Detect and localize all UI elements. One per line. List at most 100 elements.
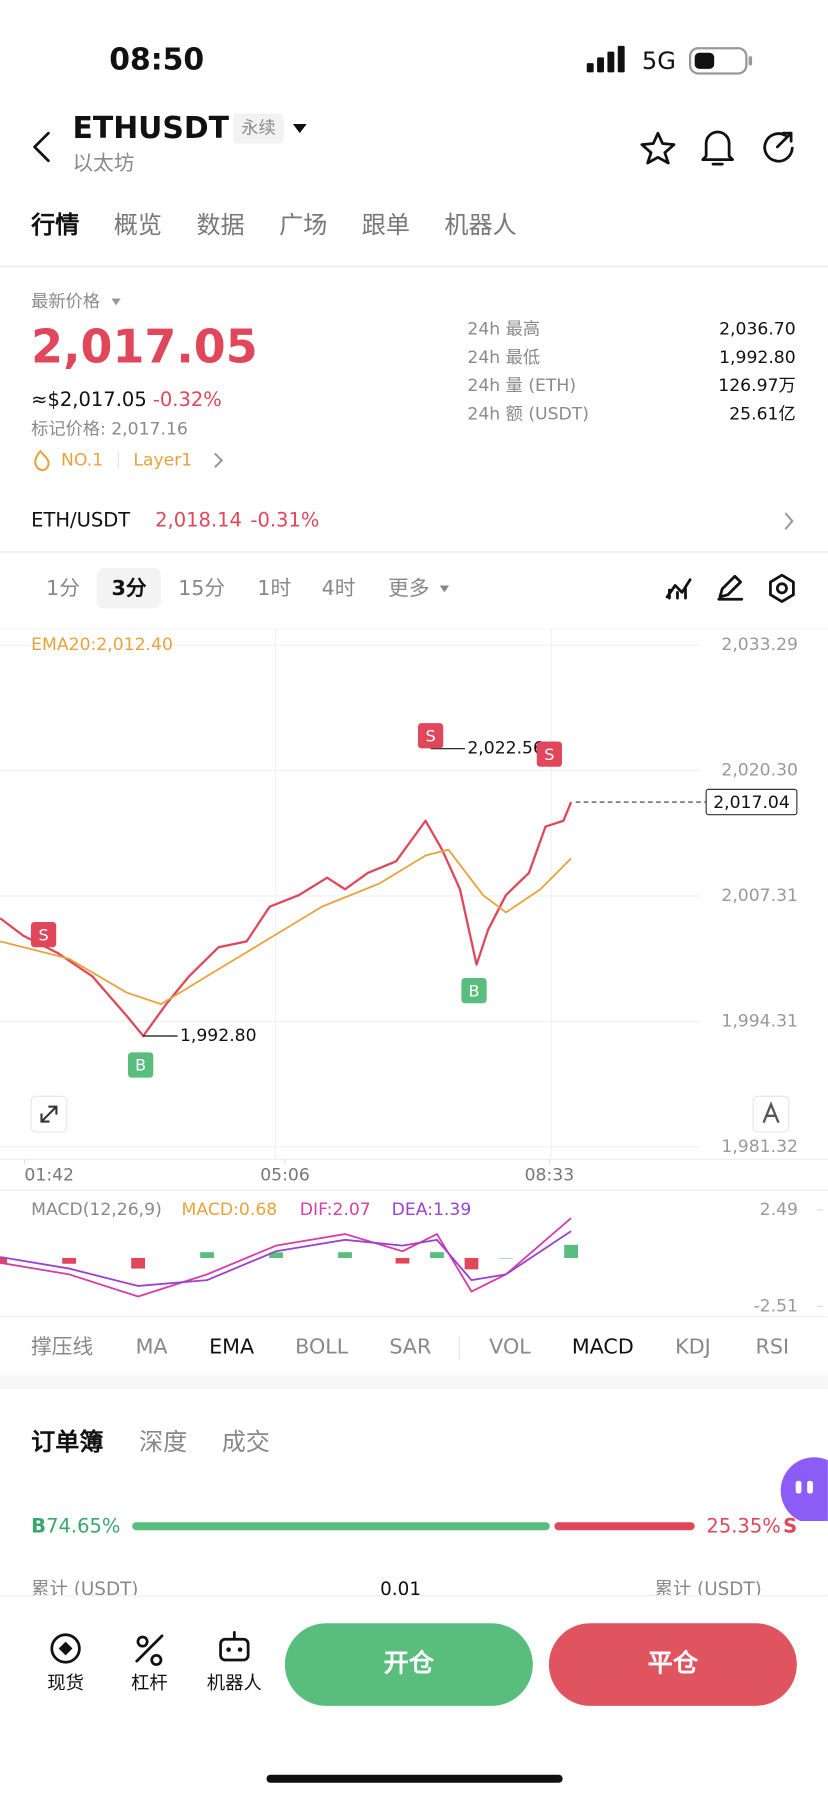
spot-icon[interactable] (50, 1633, 81, 1664)
macd-chart: 2.49 -2.51 (0, 1200, 824, 1316)
interval[interactable]: 3分 (112, 576, 147, 600)
indicator-tab[interactable]: SAR (389, 1335, 431, 1359)
buy-bar (132, 1522, 550, 1531)
tag-bg (233, 113, 284, 144)
column-header: 累计 (USDT) (31, 1579, 138, 1600)
open-button[interactable] (284, 1623, 533, 1706)
close-label[interactable]: 平仓 (648, 1649, 699, 1678)
auto-scale-button[interactable] (752, 1095, 790, 1133)
margin-icon[interactable] (135, 1634, 164, 1666)
tab[interactable]: 概览 (114, 211, 162, 239)
indicator-tab[interactable]: BOLL (295, 1335, 349, 1359)
spot-change: -0.31% (250, 509, 319, 532)
y-tick-label: 2,033.29 (721, 635, 798, 655)
price-dropdown[interactable] (111, 298, 121, 306)
macd-bar (269, 1252, 283, 1258)
settings-button[interactable] (769, 573, 795, 603)
annotation-label: 1,992.80 (180, 1026, 257, 1046)
chevron[interactable] (784, 512, 794, 530)
indicator-button[interactable] (665, 578, 692, 600)
x-tick-label: 01:42 (24, 1166, 74, 1186)
symbol-dropdown[interactable] (292, 123, 307, 134)
section-gap (0, 1375, 828, 1390)
symbol: ETHUSDT (72, 111, 229, 146)
open-label[interactable]: 开仓 (384, 1649, 435, 1678)
spot-price: 2,018.14 (155, 509, 242, 532)
precision[interactable]: 0.01 (380, 1579, 421, 1600)
spot-pair[interactable]: ETH/USDT (31, 509, 130, 532)
price-line (0, 801, 573, 1038)
favorite-button[interactable] (640, 131, 676, 165)
macd-tick-label: 2.49 (760, 1200, 798, 1220)
orderbook-tab[interactable]: 成交 (222, 1428, 270, 1456)
signal-label: S (38, 925, 48, 944)
indicator-tab[interactable]: VOL (489, 1335, 531, 1359)
last-price: 2,017.05 (31, 320, 258, 374)
bot-icon[interactable] (219, 1631, 250, 1662)
nav-label[interactable]: 现货 (47, 1673, 84, 1694)
stat-value: 126.97万 (718, 376, 795, 396)
macd-bar (62, 1257, 77, 1264)
macd-bar (131, 1257, 145, 1269)
fullscreen-button[interactable] (30, 1095, 68, 1133)
macd-params: MACD(12,26,9) (31, 1200, 162, 1220)
y-tick-label: 2,007.31 (721, 886, 798, 906)
usd-price: ≈$2,017.05 (31, 388, 147, 411)
indicator-tab[interactable]: KDJ (675, 1335, 711, 1359)
indicator-tab[interactable]: MACD (572, 1335, 634, 1359)
status-time: 08:50 (109, 42, 204, 77)
interval[interactable]: 更多 (388, 576, 429, 600)
interval[interactable]: 4时 (322, 576, 356, 600)
indicator-tab[interactable]: RSI (756, 1335, 790, 1359)
x-tick-label: 08:33 (525, 1166, 575, 1186)
y-tick-label: 1,981.32 (721, 1137, 798, 1157)
indicator-tab[interactable]: 撑压线 (31, 1335, 93, 1359)
stat-value: 1,992.80 (719, 348, 796, 368)
tab[interactable]: 行情 (30, 211, 79, 239)
alert-button[interactable] (701, 130, 734, 166)
macd-line (0, 1217, 572, 1298)
sell-percent: 25.35% (706, 1514, 780, 1537)
tab[interactable]: 跟单 (362, 211, 410, 239)
share-button[interactable] (763, 131, 794, 163)
indicator-tab[interactable]: EMA (209, 1335, 254, 1359)
signal-badge (417, 723, 444, 749)
column-header: 累计 (USDT) (654, 1579, 761, 1600)
macd-bar (464, 1257, 479, 1270)
main-tabs: 行情 概览 数据 广场 跟单 机器人 (30, 211, 517, 239)
assistant-bubble[interactable] (780, 1457, 828, 1522)
more-caret[interactable] (439, 585, 450, 593)
orderbook-tab[interactable]: 深度 (139, 1428, 187, 1456)
interval[interactable]: 1分 (46, 576, 80, 600)
rank: NO.1 (61, 450, 103, 470)
tab[interactable]: 数据 (196, 211, 244, 239)
tab[interactable]: 机器人 (444, 211, 516, 239)
macd-bar (499, 1257, 513, 1259)
buy-percent: 74.65% (46, 1514, 120, 1537)
signal-icon (586, 45, 625, 73)
back-button[interactable] (33, 131, 50, 163)
buy-sell-ratio: B 74.65% 25.35% S (31, 1514, 797, 1537)
sell-label: S (783, 1514, 797, 1537)
signal-label: B (469, 981, 480, 1000)
network: 5G (642, 47, 676, 75)
buy-label: B (31, 1514, 46, 1537)
orderbook-tab[interactable]: 订单簿 (31, 1428, 103, 1456)
x-tick-label: 05:06 (260, 1166, 310, 1186)
price-change: -0.32% (153, 388, 222, 411)
tab[interactable]: 广场 (279, 211, 327, 239)
draw-button[interactable] (717, 574, 744, 601)
nav-label[interactable]: 杠杆 (131, 1673, 168, 1694)
nav-label[interactable]: 机器人 (207, 1673, 262, 1694)
mark-price: 标记价格: 2,017.16 (31, 419, 188, 439)
interval[interactable]: 15分 (178, 576, 225, 600)
ema-line (0, 848, 572, 1006)
indicator-tab[interactable]: MA (136, 1335, 168, 1359)
sector[interactable]: Layer1 (133, 450, 192, 470)
chevron[interactable] (214, 452, 224, 468)
stat-label: 24h 额 (USDT) (467, 405, 589, 425)
close-button[interactable] (548, 1623, 797, 1706)
interval[interactable]: 1时 (257, 576, 291, 600)
